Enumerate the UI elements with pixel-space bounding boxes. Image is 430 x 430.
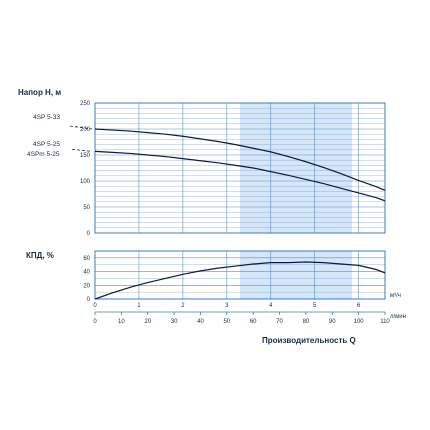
x-tick-m3h: 5 [313,303,317,309]
x-axis-lmin: 0 10 20 30 40 50 60 70 80 90 100 110 [93,311,390,325]
leader-4sp-5-33 [69,125,93,130]
series-label-4spm-5-25: 4SPm 5-25 [27,151,60,158]
efficiency-y-tick: 0 [87,297,91,303]
efficiency-y-ticks: 0 20 40 60 [83,256,90,303]
curve-efficiency [94,261,386,300]
unit-m3h: м³/ч [390,293,401,299]
curve-4sp-5-33 [94,128,386,191]
efficiency-curves [94,261,386,300]
x-tick-lmin: 110 [380,319,390,325]
x-tick-lmin: 70 [276,319,283,325]
curve-4sp-5-25 [94,150,386,202]
x-axis-title: Производительность Q [262,336,356,345]
efficiency-axis-title: КПД, % [26,251,54,260]
x-tick-m3h: 0 [93,303,97,309]
head-recommended-band [240,103,353,233]
x-tick-lmin: 80 [303,319,310,325]
head-y-tick: 200 [80,127,91,133]
x-tick-lmin: 90 [329,319,336,325]
head-y-ticks: 0 50 100 150 200 250 [80,101,91,237]
x-tick-lmin: 0 [93,319,97,325]
leader-4sp-5-25 [71,148,93,152]
head-y-tick: 50 [83,205,90,211]
x-tick-lmin: 60 [250,319,257,325]
x-tick-lmin: 50 [223,319,230,325]
series-label-4sp-5-33: 4SP 5-33 [33,114,60,121]
x-tick-m3h: 2 [181,303,185,309]
x-tick-lmin: 10 [118,319,125,325]
x-tick-m3h: 6 [357,303,361,309]
head-y-tick: 100 [80,179,91,185]
head-y-tick: 250 [80,101,91,107]
x-tick-m3h: 4 [269,303,273,309]
efficiency-y-tick: 60 [83,256,90,262]
x-tick-lmin: 20 [144,319,151,325]
head-frame [94,102,386,234]
x-axis-m3h: 0 1 2 3 4 5 6 [93,303,361,309]
head-grid [94,102,385,234]
head-y-tick: 0 [87,231,91,237]
x-tick-lmin: 30 [171,319,178,325]
efficiency-frame [94,250,386,300]
efficiency-y-tick: 20 [83,283,90,289]
x-tick-lmin: 100 [354,319,365,325]
x-tick-lmin: 40 [197,319,204,325]
head-axis-title: Напор H, м [18,88,61,97]
x-tick-m3h: 1 [137,303,141,309]
series-label-4sp-5-25: 4SP 5-25 [33,141,60,148]
head-y-tick: 150 [80,153,91,159]
x-tick-m3h: 3 [225,303,229,309]
efficiency-panel: 0 20 40 60 [83,250,386,303]
efficiency-y-tick: 40 [83,270,90,276]
efficiency-recommended-band [240,251,353,299]
head-curves [69,125,386,202]
head-panel: 0 50 100 150 200 250 [69,101,386,237]
unit-lmin: л/мин [390,314,406,320]
